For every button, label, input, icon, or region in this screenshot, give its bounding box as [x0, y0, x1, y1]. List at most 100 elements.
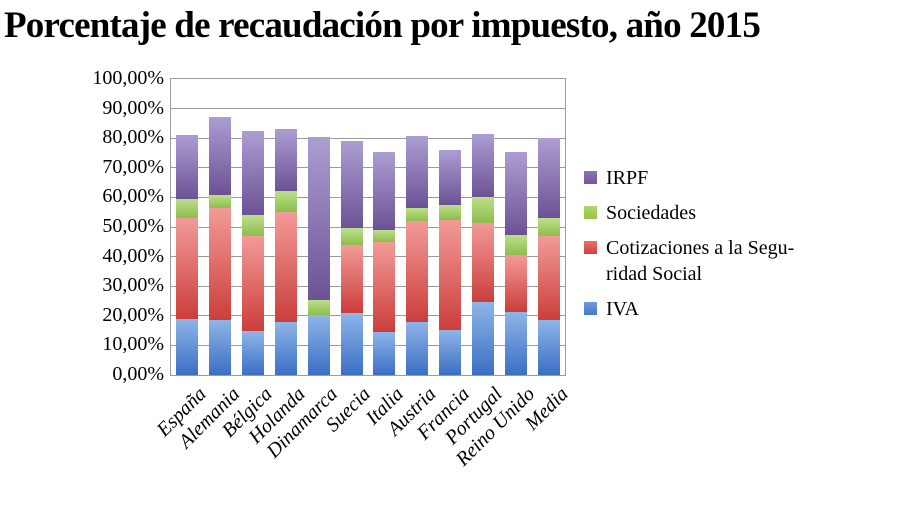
stacked-bar — [307, 79, 330, 375]
plot-area — [170, 78, 566, 376]
legend-item-sociedades: Sociedades — [584, 200, 794, 226]
bar-segment-cotizaciones — [176, 218, 199, 319]
bar-segment-irpf — [340, 140, 363, 228]
legend-label: Sociedades — [606, 202, 696, 224]
bar-segment-irpf — [471, 134, 494, 198]
legend-key-icon — [584, 241, 597, 254]
bar-segment-cotizaciones — [209, 208, 232, 320]
gridline — [171, 167, 565, 169]
y-tick-label: 60,00% — [102, 185, 164, 208]
legend-label: IRPF — [606, 167, 649, 189]
bar-segment-irpf — [373, 151, 396, 230]
bar-group-españa — [171, 79, 204, 375]
bar-group-alemania — [204, 79, 237, 375]
bar-segment-sociedades — [406, 207, 429, 222]
bar-segment-sociedades — [373, 229, 396, 243]
legend-key-icon — [584, 171, 597, 184]
bar-segment-cotizaciones — [373, 242, 396, 332]
legend: IRPF Sociedades Cotizaciones a la Segu- ri… — [584, 165, 794, 322]
gridline — [171, 226, 565, 228]
y-tick-label: 0,00% — [112, 363, 164, 385]
bar-segment-irpf — [537, 137, 560, 219]
bar-group-italia — [368, 79, 401, 375]
bar-segment-sociedades — [209, 195, 232, 209]
bar-group-reino-unido — [499, 79, 532, 375]
legend-label: IVA — [606, 298, 639, 320]
y-tick-label: 10,00% — [102, 333, 164, 356]
y-tick-label: 50,00% — [102, 215, 164, 237]
bar-segment-iva — [307, 314, 330, 375]
bar-series-container — [171, 79, 565, 375]
gridline — [171, 256, 565, 258]
bar-segment-iva — [340, 312, 363, 375]
bar-segment-sociedades — [340, 227, 363, 245]
stacked-bar — [176, 79, 199, 375]
y-tick-label: 30,00% — [102, 274, 164, 297]
stacked-bar — [439, 79, 462, 375]
bar-segment-irpf — [209, 116, 232, 196]
bar-segment-irpf — [504, 152, 527, 235]
legend-label: Cotizaciones a la Segu- ridad Social — [606, 237, 795, 285]
bar-segment-irpf — [274, 129, 297, 191]
gridline — [171, 137, 565, 139]
bar-segment-cotizaciones — [340, 244, 363, 313]
bar-segment-irpf — [242, 130, 265, 216]
bar-segment-iva — [176, 318, 199, 375]
gridline — [171, 108, 565, 110]
bar-group-francia — [434, 79, 467, 375]
stacked-bar — [373, 79, 396, 375]
legend-key-icon — [584, 206, 597, 219]
bar-group-holanda — [269, 79, 302, 375]
y-axis-labels: 100,00% 90,00% 80,00% 70,00% 60,00% 50,00% 40,… — [0, 0, 164, 400]
chart-title: Porcentaje de recaudación por impuesto, … — [4, 5, 761, 46]
bar-segment-iva — [373, 331, 396, 375]
bar-segment-sociedades — [471, 197, 494, 224]
y-tick-label: 90,00% — [102, 96, 164, 119]
stacked-bar — [274, 79, 297, 375]
legend-item-iva: IVA — [584, 296, 794, 322]
bar-segment-sociedades — [537, 218, 560, 236]
stacked-bar — [406, 79, 429, 375]
y-tick-label: 80,00% — [102, 126, 164, 149]
gridline — [171, 196, 565, 198]
gridline — [171, 315, 565, 317]
bar-segment-sociedades — [439, 205, 462, 220]
bar-segment-irpf — [439, 149, 462, 206]
legend-item-irpf: IRPF — [584, 165, 794, 191]
gridline — [171, 285, 565, 287]
bar-group-suecia — [335, 79, 368, 375]
bar-group-austria — [401, 79, 434, 375]
bar-segment-irpf — [176, 135, 199, 199]
bar-segment-iva — [504, 311, 527, 375]
y-tick-label: 40,00% — [102, 244, 164, 267]
bar-segment-iva — [537, 319, 560, 375]
bar-segment-cotizaciones — [504, 254, 527, 312]
stacked-bar — [242, 79, 265, 375]
bar-segment-sociedades — [274, 190, 297, 213]
bar-segment-iva — [209, 319, 232, 375]
y-tick-label: 100,00% — [92, 67, 164, 89]
bar-group-dinamarca — [302, 79, 335, 375]
bar-segment-sociedades — [242, 215, 265, 236]
stacked-bar — [537, 79, 560, 375]
stacked-bar — [504, 79, 527, 375]
bar-segment-sociedades — [176, 198, 199, 219]
bar-segment-cotizaciones — [471, 223, 494, 302]
gridline — [171, 344, 565, 346]
bar-segment-cotizaciones — [439, 219, 462, 330]
stacked-bar — [340, 79, 363, 375]
bar-segment-cotizaciones — [274, 212, 297, 322]
bar-segment-sociedades — [504, 235, 527, 255]
bar-group-bélgica — [237, 79, 270, 375]
legend-item-cotizaciones: Cotizaciones a la Segu- ridad Social — [584, 235, 794, 287]
bar-segment-iva — [439, 329, 462, 375]
bar-segment-iva — [274, 321, 297, 375]
bar-group-portugal — [466, 79, 499, 375]
bar-segment-cotizaciones — [242, 235, 265, 331]
bar-segment-irpf — [406, 135, 429, 208]
x-axis-labels: España Alemania Bélgica Holanda Dinamarca Sue… — [0, 383, 906, 503]
bar-segment-cotizaciones — [537, 235, 560, 320]
bar-group-media — [532, 79, 565, 375]
stacked-bar — [209, 79, 232, 375]
bar-segment-iva — [406, 321, 429, 375]
